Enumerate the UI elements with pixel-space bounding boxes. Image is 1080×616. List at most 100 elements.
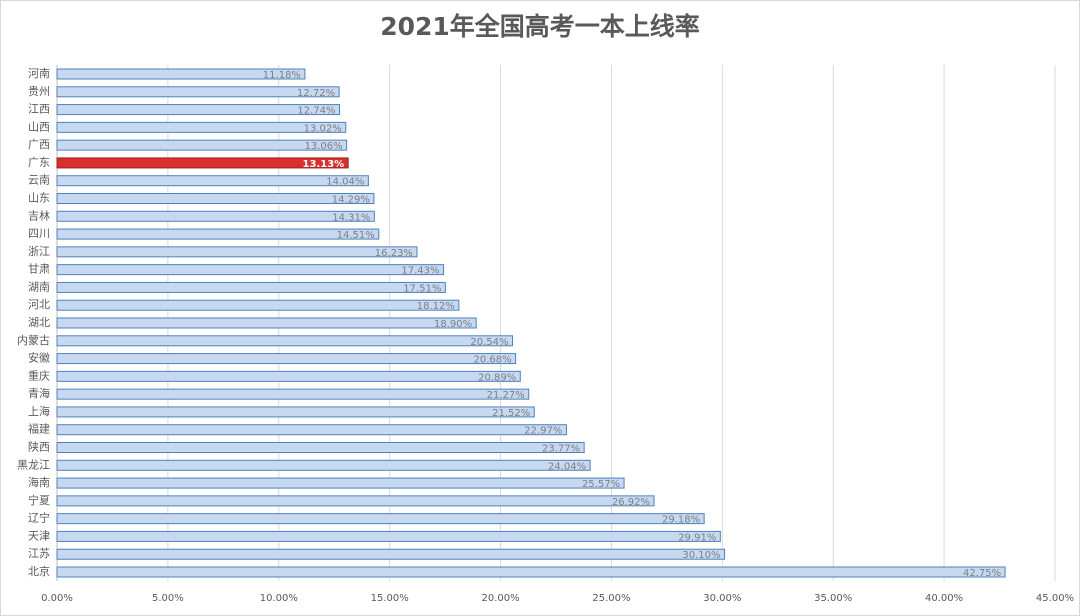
bar (56, 157, 349, 169)
bar (56, 228, 380, 240)
bar (56, 495, 655, 507)
y-tick-label: 河北 (28, 298, 50, 311)
y-tick-label: 上海 (28, 404, 50, 418)
y-tick-label: 宁夏 (28, 493, 50, 507)
value-label: 20.89% (478, 372, 516, 383)
y-tick-label: 黑龙江 (17, 458, 50, 471)
x-tick-label: 0.00% (41, 593, 73, 604)
bar (56, 68, 306, 80)
bar (56, 442, 585, 453)
bar (56, 566, 1006, 578)
bar (56, 513, 705, 525)
x-tick-label: 30.00% (703, 593, 741, 604)
y-tick-label: 湖北 (28, 316, 50, 329)
y-tick-label: 海南 (28, 475, 50, 489)
value-label: 11.18% (263, 70, 301, 81)
chart-title: 2021年全国高考一本上线率 (380, 12, 700, 41)
y-tick-label: 浙江 (28, 245, 50, 258)
bar (56, 317, 477, 329)
value-label: 22.97% (524, 426, 562, 437)
value-label: 25.57% (582, 479, 620, 490)
y-tick-label: 湖南 (28, 280, 50, 293)
bar (56, 246, 418, 258)
y-tick-label: 四川 (28, 227, 50, 240)
y-tick-label: 北京 (28, 564, 50, 578)
value-label: 13.02% (304, 123, 342, 134)
y-tick-label: 贵州 (28, 85, 50, 98)
y-tick-label: 云南 (28, 174, 50, 187)
x-tick-label: 40.00% (925, 593, 963, 604)
bar (56, 424, 567, 436)
bar (56, 281, 446, 293)
bar (56, 548, 726, 560)
value-label: 20.54% (470, 337, 508, 348)
y-tick-label: 福建 (28, 422, 50, 436)
bar (56, 299, 460, 311)
x-tick-label: 25.00% (592, 593, 630, 604)
value-label: 13.13% (303, 159, 345, 170)
value-label: 42.75% (963, 568, 1001, 579)
bar (56, 210, 375, 222)
value-label: 14.31% (332, 212, 370, 223)
bar (56, 370, 521, 382)
y-tick-label: 河南 (28, 67, 50, 80)
x-tick-label: 5.00% (152, 593, 184, 604)
y-tick-label: 江西 (28, 103, 50, 116)
value-label: 23.77% (542, 444, 580, 455)
value-label: 18.12% (417, 301, 455, 312)
y-tick-label: 青海 (28, 386, 50, 400)
value-label: 24.04% (548, 461, 586, 472)
value-label: 14.29% (332, 195, 370, 206)
y-tick-label: 山东 (28, 192, 50, 205)
value-label: 13.06% (305, 141, 343, 152)
value-label: 14.04% (326, 177, 364, 188)
bar (56, 388, 530, 400)
bar (56, 335, 514, 347)
y-tick-label: 广西 (28, 138, 50, 151)
value-label: 16.23% (375, 248, 413, 259)
x-tick-label: 10.00% (260, 593, 298, 604)
value-label: 21.52% (492, 408, 530, 419)
value-label: 29.18% (662, 515, 700, 526)
value-label: 18.90% (434, 319, 472, 330)
value-label: 14.51% (337, 230, 375, 241)
bar (56, 121, 347, 133)
y-tick-label: 天津 (28, 529, 50, 542)
y-tick-label: 吉林 (28, 208, 50, 222)
bar (56, 104, 341, 116)
value-label: 30.10% (682, 550, 720, 561)
bar (56, 459, 591, 471)
x-tick-label: 15.00% (371, 593, 409, 604)
bar (56, 175, 369, 187)
x-tick-label: 45.00% (1036, 593, 1074, 604)
value-label: 26.92% (612, 497, 650, 508)
value-label: 17.51% (403, 283, 441, 294)
bar (56, 353, 517, 365)
bar (56, 530, 721, 542)
y-tick-label: 辽宁 (28, 511, 50, 525)
y-tick-label: 江苏 (28, 547, 50, 560)
y-tick-label: 陕西 (28, 440, 50, 454)
y-tick-label: 广东 (28, 156, 50, 169)
x-tick-label: 20.00% (481, 593, 519, 604)
bar (56, 406, 535, 418)
bar (56, 139, 348, 151)
bar (56, 193, 375, 204)
bar (56, 264, 445, 276)
value-label: 20.68% (473, 355, 511, 366)
y-tick-label: 内蒙古 (17, 333, 50, 347)
y-tick-label: 重庆 (28, 368, 50, 382)
bar (56, 86, 340, 98)
value-label: 12.72% (297, 88, 335, 99)
value-label: 17.43% (401, 266, 439, 277)
y-tick-label: 甘肃 (28, 263, 50, 276)
x-tick-label: 35.00% (814, 593, 852, 604)
y-tick-label: 山西 (28, 120, 50, 133)
value-label: 29.91% (678, 532, 716, 543)
y-tick-label: 安徽 (28, 351, 50, 365)
value-label: 12.74% (297, 106, 335, 117)
bar (56, 477, 625, 489)
value-label: 21.27% (487, 390, 525, 401)
